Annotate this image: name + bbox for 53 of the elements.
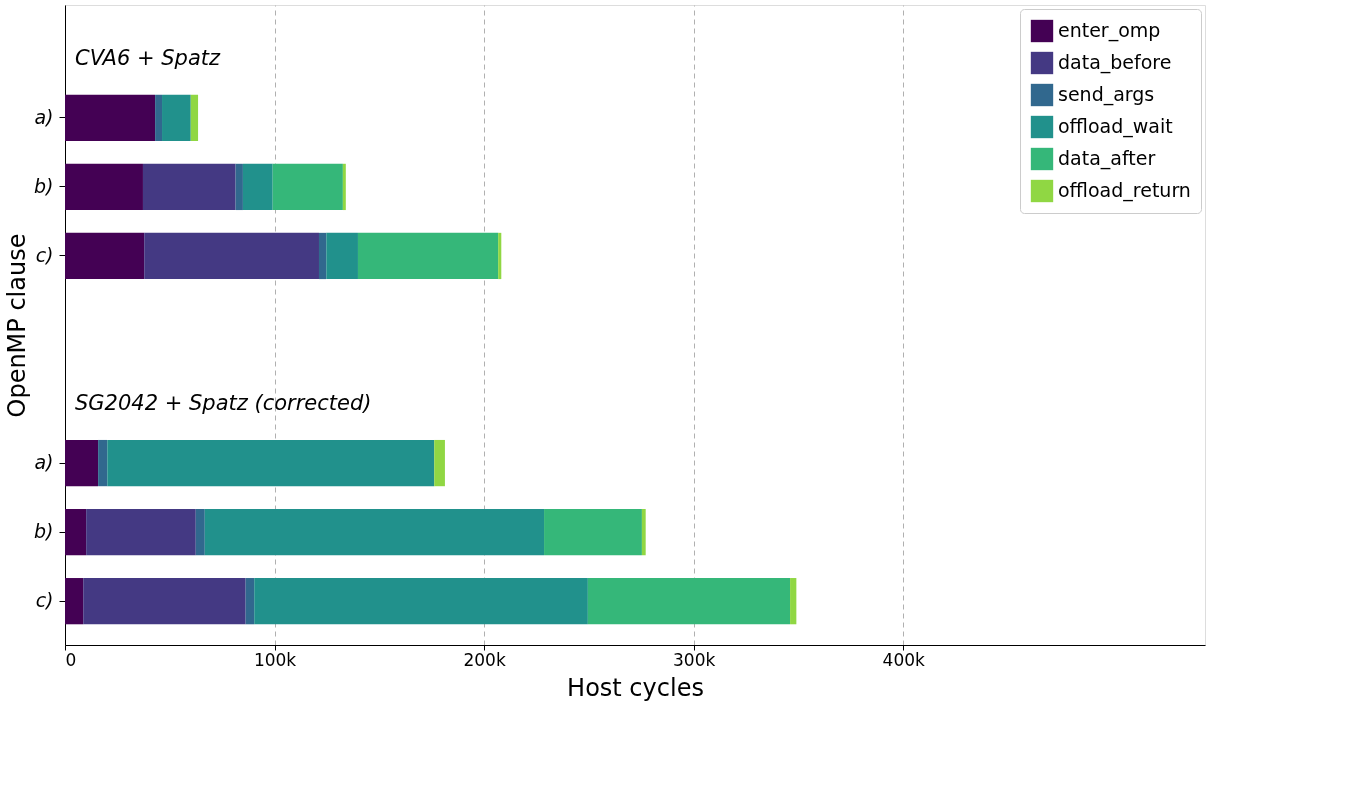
bar <box>254 578 588 625</box>
bar <box>245 578 255 625</box>
bar <box>162 94 191 142</box>
y-tick-label: a) <box>34 451 54 474</box>
bar <box>272 163 343 211</box>
bar <box>65 232 145 280</box>
bar <box>342 163 346 211</box>
bar <box>204 508 545 556</box>
legend-label: offload_wait <box>1058 115 1173 138</box>
x-tick-label: 0 <box>65 649 77 670</box>
legend-label: data_after <box>1058 147 1156 170</box>
x-axis-title: Host cycles <box>567 673 704 702</box>
bar <box>318 232 327 280</box>
bar <box>790 578 797 625</box>
bar <box>65 94 156 142</box>
bar <box>107 439 435 487</box>
bar <box>65 439 99 487</box>
legend-label: enter_omp <box>1058 19 1161 42</box>
x-tick-label: 100k <box>253 649 297 670</box>
y-tick-label: b) <box>34 520 54 543</box>
bar <box>144 232 319 280</box>
y-tick-label: c) <box>35 589 54 612</box>
bar <box>587 578 791 625</box>
bar <box>357 232 499 280</box>
annotation: CVA6 + Spatz <box>75 45 222 70</box>
bar <box>326 232 358 280</box>
bar <box>65 508 87 556</box>
x-tick-label: 400k <box>882 649 926 670</box>
bar <box>235 163 243 211</box>
bar <box>641 508 646 556</box>
bar <box>86 508 196 556</box>
bar <box>98 439 108 487</box>
y-axis-title: OpenMP clause <box>3 233 32 418</box>
y-tick-label: b) <box>34 174 54 197</box>
bar <box>242 163 273 211</box>
x-tick-label: 300k <box>673 649 716 670</box>
legend-label: send_args <box>1058 83 1155 106</box>
y-tick-label: a) <box>34 105 54 128</box>
x-tick-label: 200k <box>463 649 506 670</box>
legend-label: data_before <box>1058 51 1172 74</box>
bar <box>544 508 642 556</box>
bar <box>65 578 84 625</box>
bar <box>434 439 445 487</box>
bar <box>65 163 143 211</box>
bar <box>155 94 163 142</box>
annotation: SG2042 + Spatz (corrected) <box>75 391 372 416</box>
bar <box>498 232 502 280</box>
legend-label: offload_return <box>1058 179 1191 202</box>
bar <box>190 94 199 142</box>
bar <box>195 508 205 556</box>
bar <box>83 578 246 625</box>
y-tick-label: c) <box>35 243 54 266</box>
bar <box>142 163 236 211</box>
